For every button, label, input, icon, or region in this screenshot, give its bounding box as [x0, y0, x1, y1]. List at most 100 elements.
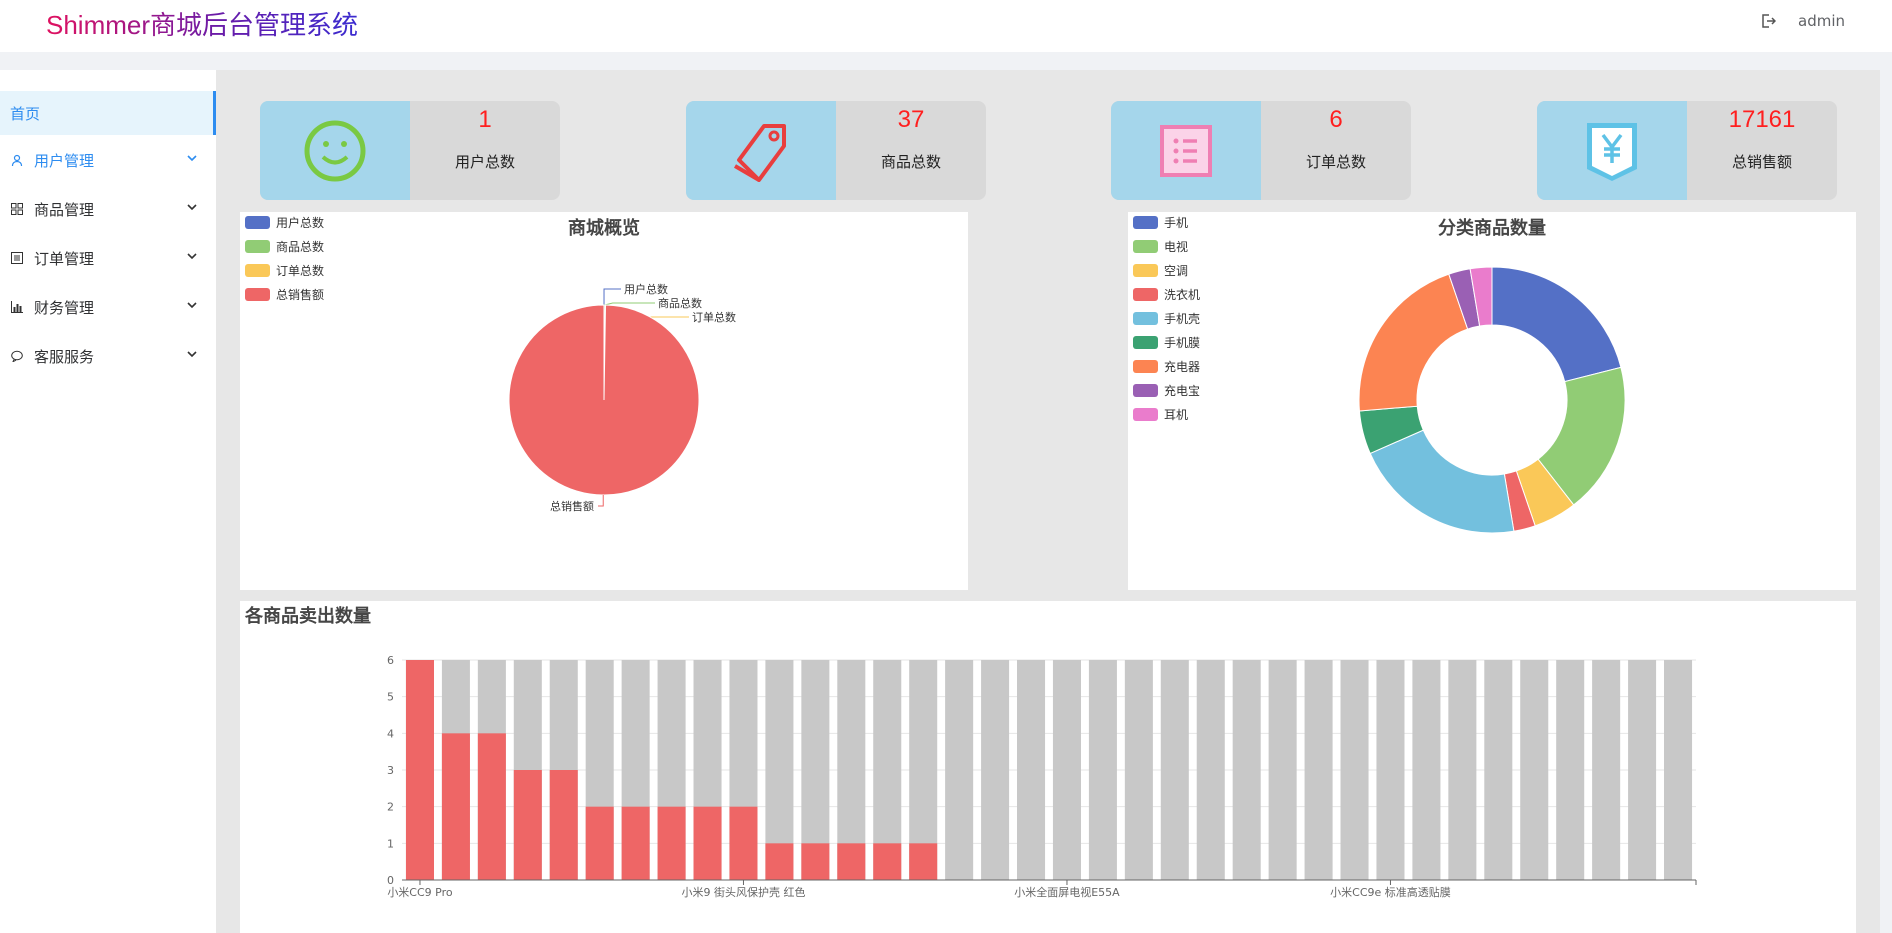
bar[interactable] [765, 843, 794, 880]
legend-item[interactable]: 充电宝 [1133, 382, 1200, 399]
bar[interactable] [657, 806, 686, 880]
bar-background [1556, 660, 1585, 880]
legend-item[interactable]: 手机壳 [1133, 310, 1200, 327]
bar-background [1448, 660, 1477, 880]
chevron-down-icon [187, 253, 197, 260]
stat-value-orders: 6 [1329, 106, 1343, 133]
stat-label-sales: 总销售额 [1731, 153, 1792, 171]
pie-label: 订单总数 [692, 310, 736, 324]
y-tick-label: 1 [387, 837, 394, 850]
y-tick-label: 2 [387, 801, 394, 814]
user-icon [10, 153, 24, 167]
logout-icon[interactable] [1760, 13, 1776, 29]
stat-value-products: 37 [897, 106, 925, 133]
bar-background [909, 660, 938, 880]
legend-item[interactable]: 手机 [1133, 214, 1188, 231]
stat-value-sales: 17161 [1728, 106, 1796, 133]
sidebar-item-product-management[interactable]: 商品管理 [0, 187, 216, 231]
stat-label-products: 商品总数 [880, 153, 941, 171]
bar[interactable] [873, 843, 902, 880]
chevron-down-icon [187, 351, 197, 358]
sales-bar-panel: 各商品卖出数量 0 1 2 3 4 5 6 小米CC9 Pro 小米9 街头风保护壳 红色 小米全… [240, 601, 1856, 933]
sidebar: 首页 用户管理 商品管理 订单管理 财务管理 客服服务 [0, 70, 216, 933]
bar[interactable] [729, 806, 758, 880]
bar[interactable] [693, 806, 722, 880]
donut-slice[interactable] [1469, 266, 1493, 327]
top-bar: Shimmer商城后台管理系统 admin [0, 0, 1892, 52]
bar-background [945, 660, 974, 880]
bar-background [1664, 660, 1693, 880]
legend-item[interactable]: 订单总数 [245, 262, 324, 279]
stat-value-users: 1 [478, 106, 492, 133]
stat-card-users [260, 101, 560, 200]
username[interactable]: admin [1798, 12, 1845, 30]
legend-item[interactable]: 总销售额 [245, 286, 324, 303]
sidebar-item-order-management[interactable]: 订单管理 [0, 236, 216, 280]
bar-background [1268, 660, 1297, 880]
chevron-down-icon [187, 155, 197, 162]
bar[interactable] [585, 806, 614, 880]
label-line [598, 494, 604, 507]
sidebar-item-user-management[interactable]: 用户管理 [0, 138, 216, 182]
bar-background [1520, 660, 1549, 880]
bar-background [1412, 660, 1441, 880]
bar[interactable] [549, 770, 578, 880]
bar-background [1124, 660, 1153, 880]
y-tick-label: 6 [387, 654, 394, 667]
x-tick-label: 小米CC9e 标准高透贴膜 [1330, 885, 1451, 899]
x-tick-label: 小米9 街头风保护壳 红色 [681, 885, 805, 899]
legend-item[interactable]: 充电器 [1133, 358, 1200, 375]
bar[interactable] [801, 843, 830, 880]
donut-slice[interactable] [1358, 273, 1469, 412]
app-title: Shimmer商城后台管理系统 [46, 10, 359, 40]
bar-background [1052, 660, 1081, 880]
bar-background [1484, 660, 1513, 880]
sidebar-item-label: 客服服务 [34, 347, 95, 366]
x-tick-label: 小米全面屏电视E55A [1014, 885, 1120, 899]
bar-background [981, 660, 1010, 880]
bar[interactable] [513, 770, 542, 880]
sidebar-item-label: 财务管理 [34, 298, 95, 317]
sidebar-item-home[interactable]: 首页 [0, 91, 216, 135]
stat-card-products [686, 101, 986, 200]
sidebar-item-label: 订单管理 [34, 249, 95, 268]
legend-item[interactable]: 洗衣机 [1133, 286, 1200, 303]
legend-item[interactable]: 商品总数 [245, 238, 324, 255]
stat-label-users: 用户总数 [454, 153, 515, 171]
legend-item[interactable]: 空调 [1133, 262, 1188, 279]
legend-item[interactable]: 手机膜 [1133, 334, 1200, 351]
bar[interactable] [441, 733, 470, 880]
donut-slice[interactable] [1369, 429, 1515, 534]
bar[interactable] [621, 806, 650, 880]
chart-icon [10, 300, 24, 314]
bar-background [1232, 660, 1261, 880]
chat-icon [10, 349, 24, 363]
y-tick-label: 0 [387, 874, 394, 887]
sidebar-item-label: 首页 [10, 104, 41, 123]
bar[interactable] [837, 843, 866, 880]
bar[interactable] [909, 843, 938, 880]
y-tick-label: 4 [387, 727, 394, 740]
pie-label: 商品总数 [658, 296, 702, 310]
bar[interactable] [405, 660, 434, 880]
sidebar-item-finance-management[interactable]: 财务管理 [0, 285, 216, 329]
label-line [604, 302, 655, 306]
chevron-down-icon [187, 204, 197, 211]
sidebar-item-customer-service[interactable]: 客服服务 [0, 334, 216, 378]
bar-background [1628, 660, 1657, 880]
bar-background [1592, 660, 1621, 880]
sales-bar-chart: 0 1 2 3 4 5 6 小米CC9 Pro 小米9 街头风保护壳 红色 小米全面屏电视E55A… [387, 654, 1697, 899]
bar-background [1340, 660, 1369, 880]
legend-item[interactable]: 耳机 [1133, 406, 1188, 423]
chart-title: 商城概览 [568, 218, 640, 239]
pie-label: 总销售额 [550, 499, 594, 513]
bar-background [1196, 660, 1225, 880]
legend-item[interactable]: 用户总数 [245, 214, 324, 231]
label-line [603, 288, 621, 305]
legend-item[interactable]: 电视 [1133, 238, 1188, 255]
donut-slice[interactable] [1491, 266, 1622, 383]
pie-slice[interactable] [508, 304, 700, 496]
bar[interactable] [477, 733, 506, 880]
chevron-down-icon [187, 302, 197, 309]
tag-icon [686, 101, 836, 200]
